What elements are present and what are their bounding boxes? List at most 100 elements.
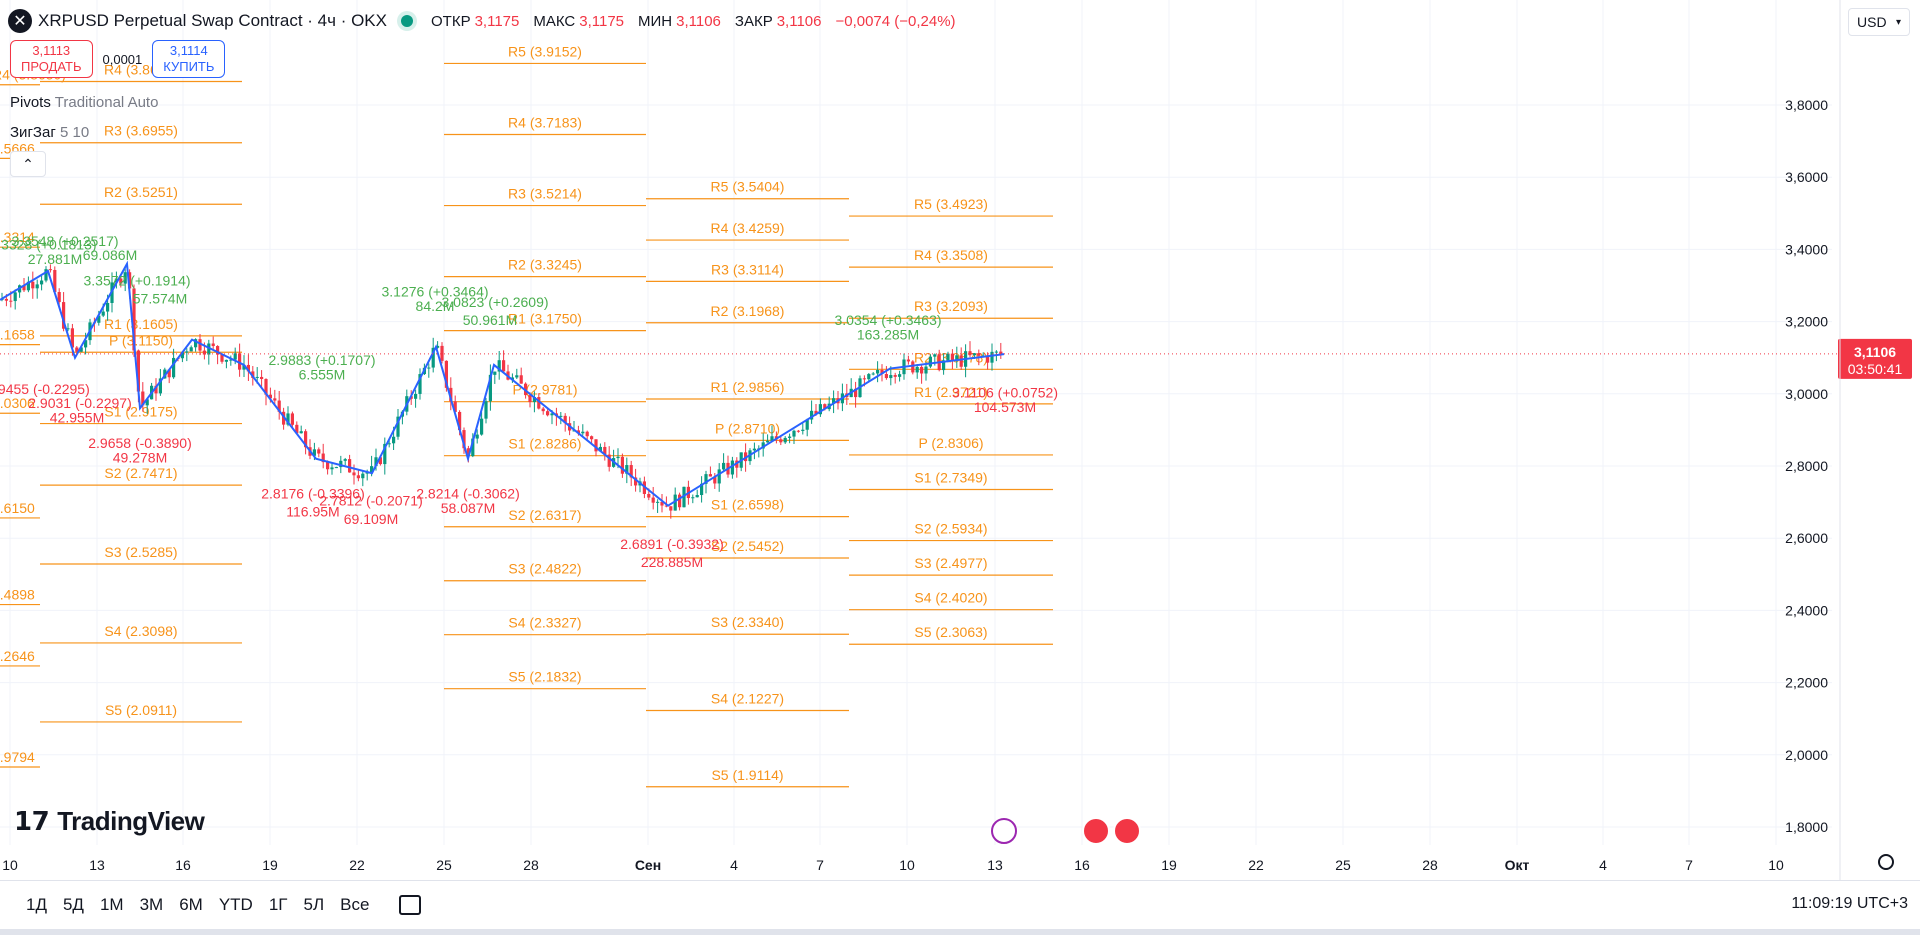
sell-button[interactable]: 3,1113 ПРОДАТЬ (10, 40, 93, 78)
candle-body (515, 375, 519, 378)
clock[interactable]: 11:09:19 UTC+3 (1791, 895, 1908, 912)
candle-body (233, 353, 237, 360)
candle-body (136, 350, 140, 392)
candle-body (387, 443, 391, 445)
candle-body (453, 401, 457, 412)
settings-icon[interactable] (1878, 854, 1894, 870)
candle-body (634, 477, 638, 486)
candle-body (378, 457, 382, 465)
candle-body (766, 440, 770, 443)
y-axis-tick-label: 2,4000 (1785, 602, 1828, 618)
candle-body (295, 424, 299, 434)
range-1m[interactable]: 1М (99, 895, 124, 914)
collapse-indicators-button[interactable]: ⌃ (10, 151, 46, 177)
price-chart[interactable]: 1,8000 2,0000 2,2000 2,4000 2,6000 2,8000 3,00… (0, 0, 1920, 880)
range-5d[interactable]: 5Д (62, 895, 84, 914)
range-all[interactable]: Все (340, 895, 370, 914)
range-5y[interactable]: 5Л (303, 895, 325, 914)
candle-body (616, 456, 620, 459)
tradingview-logo[interactable]: 𝟭𝟳 TradingView (14, 806, 205, 837)
range-1d[interactable]: 1Д (26, 895, 47, 914)
ohlc-values: ОТКР 3,1175 МАКС 3,1175 МИН 3,1106 ЗАКР 3,11… (431, 13, 966, 30)
candle-body (770, 436, 774, 441)
zigzag-label: 49.278M (113, 449, 167, 465)
symbol-title[interactable]: XRPUSD Perpetual Swap Contract · 4ч · OK… (38, 11, 387, 30)
zigzag-label: 3.3328 (+0.1813) (0, 236, 97, 252)
pivot-level-label: S3 (2.5285) (104, 544, 177, 560)
pivot-level-label: 1.9794 (0, 749, 35, 765)
candle-body (651, 497, 655, 503)
currency-select[interactable]: USD ▾ (1848, 8, 1910, 36)
candle-body (968, 351, 972, 356)
date-range-icon[interactable] (399, 895, 422, 915)
candle-body (911, 361, 915, 373)
candle-body (414, 393, 418, 399)
candle-body (317, 449, 321, 454)
candle-body (35, 284, 39, 289)
range-6m[interactable]: 6М (179, 895, 203, 914)
pivot-level-label: S4 (2.1227) (711, 691, 784, 707)
pivot-level-label: R3 (3.3114) (711, 261, 784, 277)
y-axis-tick-label: 2,0000 (1785, 747, 1828, 763)
candle-body (585, 431, 589, 437)
zigzag-label: 84.2M (416, 298, 455, 314)
candle-body (550, 413, 554, 416)
bottom-toolbar: 1Д 5Д 1М 3М 6М YTD 1Г 5Л Все 11:09:19 UT… (0, 880, 1920, 929)
indicator-zigzag[interactable]: ЗигЗаг 5 10 (10, 124, 89, 141)
candle-body (594, 439, 598, 452)
buy-button[interactable]: 3,1114 КУПИТЬ (152, 40, 226, 78)
candle-body (669, 506, 673, 511)
pivot-level-label: 2.4898 (0, 587, 35, 603)
x-axis-tick-label: 4 (1599, 857, 1607, 873)
pivot-level-label: R4 (3.3508) (914, 247, 988, 263)
candle-body (145, 399, 149, 406)
zigzag-label: 2.8176 (-0.3396) (261, 485, 365, 501)
candle-body (246, 364, 250, 372)
candle-body (185, 351, 189, 353)
indicator-pivots[interactable]: Pivots Traditional Auto (10, 94, 158, 111)
candle-body (57, 292, 61, 303)
candle-body (229, 359, 233, 361)
candle-body (792, 430, 796, 437)
market-status-icon[interactable] (401, 15, 413, 27)
pivot-level-label: 3.0306 (0, 395, 35, 411)
candle-body (326, 462, 330, 470)
range-1y[interactable]: 1Г (268, 895, 288, 914)
zigzag-label: 3.3572 (+0.1914) (83, 273, 190, 289)
candle-body (106, 303, 110, 312)
x-axis-tick-label: 7 (1685, 857, 1693, 873)
pivot-level-label: S3 (2.4822) (508, 561, 581, 577)
candle-body (154, 385, 158, 394)
candle-body (664, 505, 668, 507)
range-ytd[interactable]: YTD (218, 895, 253, 914)
range-3m[interactable]: 3М (139, 895, 164, 914)
zigzag-label: 58.087M (441, 500, 495, 516)
candle-body (713, 476, 717, 484)
candle-body (119, 278, 123, 284)
pivot-level-label: P (3.1150) (109, 332, 173, 348)
pivot-level-label: P (2.8710) (715, 420, 780, 436)
candle-body (13, 292, 17, 302)
candle-body (444, 360, 448, 388)
candle-body (4, 298, 8, 301)
candle-body (44, 269, 48, 281)
pivot-level-label: R3 (3.2093) (914, 298, 988, 314)
pivot-level-label: R5 (3.9152) (508, 43, 582, 59)
pivot-level-label: R2 (3.1968) (711, 303, 785, 319)
brand-label: TradingView (57, 806, 205, 836)
candle-body (620, 456, 624, 474)
candle-body (475, 434, 479, 439)
ohlc-low-label: МИН (638, 12, 673, 30)
candle-body (484, 401, 488, 419)
candle-body (708, 474, 712, 477)
candle-body (97, 315, 101, 323)
y-axis-tick-label: 3,4000 (1785, 241, 1828, 257)
candle-body (695, 495, 699, 498)
x-axis-tick-label: 25 (1335, 857, 1351, 873)
candle-body (946, 353, 950, 361)
candle-body (493, 371, 497, 375)
spread-value: 0,0001 (102, 51, 143, 67)
pivot-level-label: S5 (2.1832) (508, 669, 581, 685)
candle-body (62, 302, 66, 329)
candle-body (933, 354, 937, 357)
